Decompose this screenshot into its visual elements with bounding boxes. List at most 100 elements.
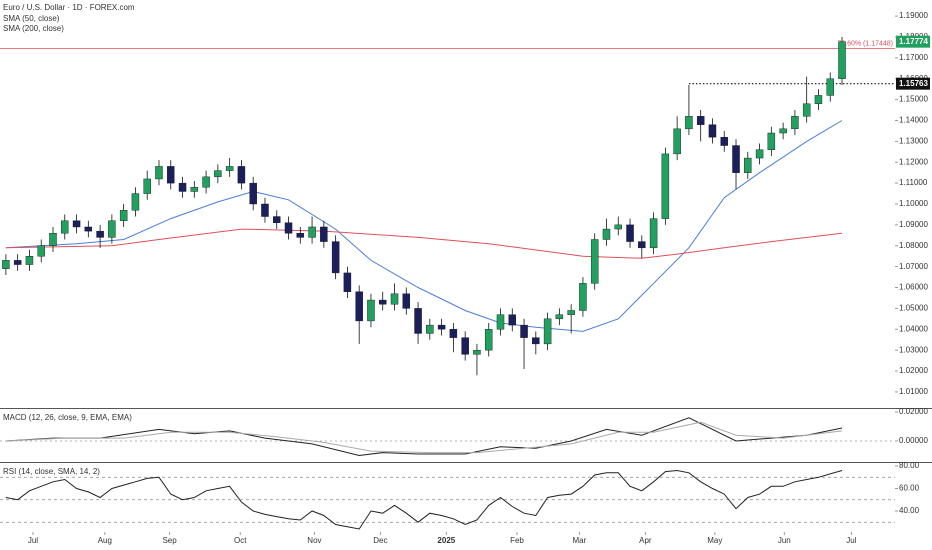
x-tick-label: Aug [98, 536, 112, 545]
pane-title: RSI (14, close, SMA, 14, 2) [3, 467, 100, 476]
candle-body [108, 220, 116, 238]
legend-entry: SMA (50, close) [3, 14, 60, 23]
candle-body [402, 293, 411, 309]
y-tick-label: 1.02000 [899, 366, 928, 375]
y-tick-label: 1.03000 [899, 345, 928, 354]
candle-body [826, 78, 834, 96]
y-tick-label: 0.00000 [899, 436, 928, 445]
candle-body [685, 116, 693, 130]
x-tick-label: 2025 [437, 536, 455, 545]
candle-body [484, 329, 493, 351]
y-tick-label: 1.15000 [899, 95, 928, 104]
candle-body [13, 260, 22, 265]
x-tick-label: Nov [307, 536, 321, 545]
level-label: 78.60% (1.17448) [837, 40, 893, 47]
candle-body [614, 224, 622, 230]
candle-body [661, 153, 670, 219]
candle-body [520, 324, 528, 338]
candle-body [673, 128, 681, 155]
y-tick-label: 1.01000 [899, 387, 928, 396]
candle-body [744, 157, 752, 173]
candle-body [49, 233, 57, 246]
candle-body [567, 310, 575, 315]
candle-body [37, 245, 45, 257]
y-tick-label: 1.07000 [899, 262, 928, 271]
candle-body [508, 314, 517, 326]
y-tick-label: 1.17000 [899, 53, 928, 62]
candle-body [284, 222, 293, 234]
candle-body [638, 241, 646, 249]
y-tick-label: 1.08000 [899, 241, 928, 250]
candle-body [61, 220, 69, 234]
y-tick-label: 1.19000 [899, 11, 928, 20]
candle-body [649, 218, 658, 249]
candle-body [167, 166, 175, 184]
y-tick-label: 1.06000 [899, 283, 928, 292]
candle-body [308, 226, 316, 238]
candle-body [355, 291, 363, 322]
candle-body [437, 324, 446, 330]
candle-body [590, 239, 599, 284]
x-tick-label: Jun [778, 536, 791, 545]
last-price-label: 1.17774 [899, 37, 928, 46]
candle-body [331, 241, 340, 274]
candle-body [143, 178, 151, 194]
candle-body [131, 193, 140, 211]
candle-body [119, 210, 128, 221]
candle-body [555, 314, 564, 320]
y-tick-label: 1.14000 [899, 116, 928, 125]
candle-body [390, 293, 399, 305]
candle-body [214, 170, 222, 178]
x-tick-label: Dec [373, 536, 387, 545]
candle-body [496, 314, 505, 330]
candle-body [96, 230, 104, 238]
candle-body [473, 349, 481, 355]
candle-body [84, 226, 93, 232]
x-tick-label: Feb [510, 536, 524, 545]
y-tick-label: 1.09000 [899, 220, 928, 229]
candle-body [426, 324, 434, 334]
candle-body [414, 308, 422, 334]
candle-body [732, 145, 740, 173]
y-tick-label: 1.04000 [899, 324, 928, 333]
last-price-box [896, 35, 930, 48]
candle-body [461, 337, 469, 355]
candle-body [2, 260, 10, 269]
series-line [5, 469, 843, 530]
candle-body [532, 337, 540, 345]
x-tick-label: May [707, 536, 722, 545]
candle-body [720, 136, 728, 146]
y-tick-label: 1.11000 [899, 178, 928, 187]
y-tick-label: 80.00 [899, 461, 920, 470]
candle-body [225, 166, 234, 171]
candle-body [543, 318, 552, 345]
series-line [5, 228, 843, 259]
candle-body [838, 41, 846, 79]
candle-body [237, 166, 246, 184]
candle-body [155, 166, 163, 180]
chart-title: Euro / U.S. Dollar · 1D · FOREX.com [3, 3, 135, 12]
candle-body [708, 124, 717, 138]
candle-body [343, 272, 352, 292]
x-tick-label: Jul [28, 536, 38, 545]
y-tick-label: 60.00 [899, 484, 920, 493]
candle-body [602, 228, 611, 240]
candle-body [178, 182, 187, 192]
series-line [5, 421, 843, 454]
candle-body [755, 149, 764, 159]
y-tick-label: 1.05000 [899, 304, 928, 313]
candle-body [367, 299, 375, 322]
candle-body [767, 132, 776, 150]
candle-body [25, 256, 34, 265]
x-tick-label: Jul [846, 536, 856, 545]
candle-body [72, 220, 81, 228]
y-tick-label: 1.13000 [899, 136, 928, 145]
y-tick-label: 40.00 [899, 506, 920, 515]
candle-body [579, 283, 587, 311]
candle-body [802, 103, 811, 117]
series-line [5, 417, 843, 457]
candle-body [249, 182, 257, 205]
candle-body [273, 216, 281, 223]
